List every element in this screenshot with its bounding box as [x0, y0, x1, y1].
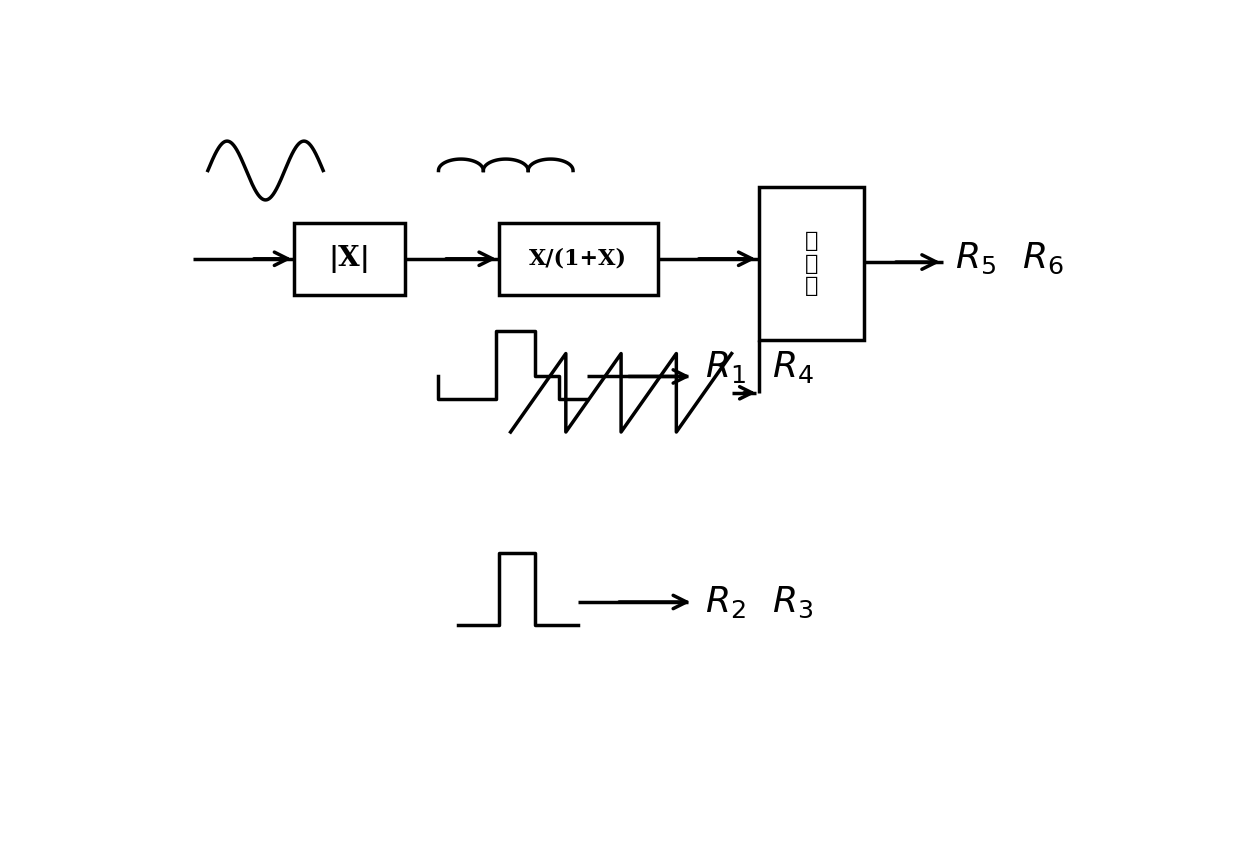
Bar	[759, 187, 864, 340]
Text: $R_1$  $R_4$: $R_1$ $R_4$	[704, 349, 813, 385]
Text: 比
较
器: 比 较 器	[805, 231, 818, 296]
Bar	[294, 222, 404, 295]
Text: X/(1+X): X/(1+X)	[529, 248, 627, 270]
Text: $R_2$  $R_3$: $R_2$ $R_3$	[704, 584, 813, 620]
Text: $R_5$  $R_6$: $R_5$ $R_6$	[955, 241, 1064, 277]
Bar	[498, 222, 657, 295]
Text: |X|: |X|	[329, 245, 371, 273]
